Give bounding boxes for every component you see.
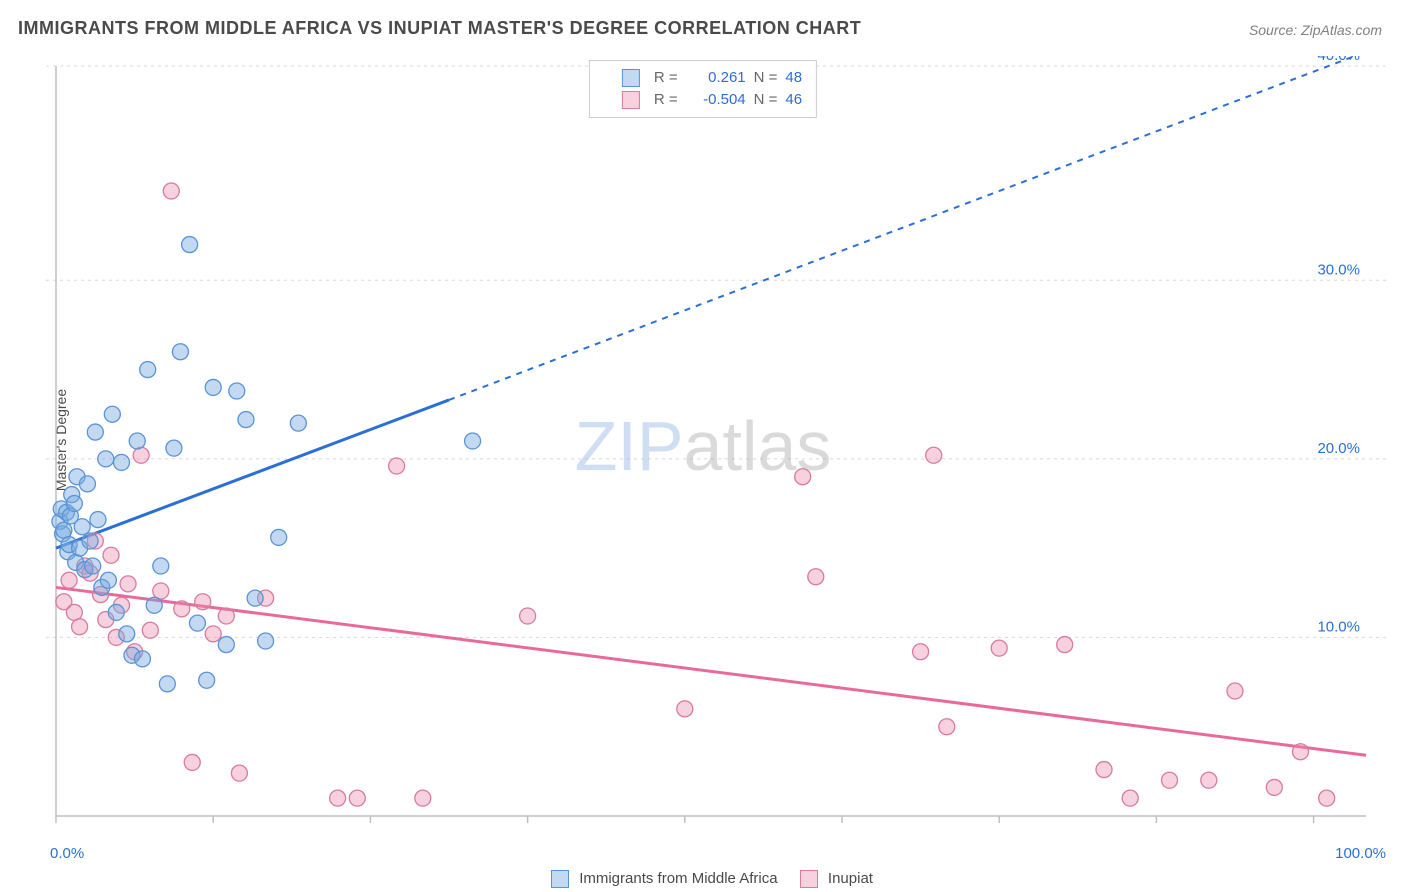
svg-text:30.0%: 30.0%	[1317, 261, 1360, 278]
footer-label-a: Immigrants from Middle Africa	[579, 870, 777, 887]
scatter-plot-svg: 10.0%20.0%30.0%40.0%	[46, 56, 1386, 826]
series-legend: Immigrants from Middle Africa Inupiat	[0, 870, 1406, 888]
plot-area: 10.0%20.0%30.0%40.0%	[46, 56, 1386, 826]
svg-text:20.0%: 20.0%	[1317, 440, 1360, 457]
chart-title: IMMIGRANTS FROM MIDDLE AFRICA VS INUPIAT…	[18, 18, 861, 39]
legend-swatch-b	[622, 91, 640, 109]
legend-row-a: R = 0.261 N = 48	[604, 67, 802, 89]
n-label-b: N =	[754, 89, 778, 111]
r-label-a: R =	[654, 67, 678, 89]
r-value-a: 0.261	[686, 67, 746, 89]
footer-swatch-a	[551, 870, 569, 888]
n-label-a: N =	[754, 67, 778, 89]
footer-label-b: Inupiat	[828, 870, 873, 887]
r-label-b: R =	[654, 89, 678, 111]
legend-swatch-a	[622, 69, 640, 87]
source-name: ZipAtlas.com	[1301, 22, 1382, 38]
n-value-b: 46	[785, 89, 802, 111]
source-attribution: Source: ZipAtlas.com	[1249, 22, 1382, 38]
n-value-a: 48	[785, 67, 802, 89]
legend-row-b: R = -0.504 N = 46	[604, 89, 802, 111]
r-value-b: -0.504	[686, 89, 746, 111]
svg-text:10.0%: 10.0%	[1317, 618, 1360, 635]
source-label: Source:	[1249, 22, 1301, 38]
chart-container: IMMIGRANTS FROM MIDDLE AFRICA VS INUPIAT…	[0, 0, 1406, 892]
x-tick-label-max: 100.0%	[1335, 845, 1386, 862]
x-tick-label-min: 0.0%	[50, 845, 84, 862]
footer-swatch-b	[800, 870, 818, 888]
correlation-legend: R = 0.261 N = 48 R = -0.504 N = 46	[589, 60, 817, 118]
